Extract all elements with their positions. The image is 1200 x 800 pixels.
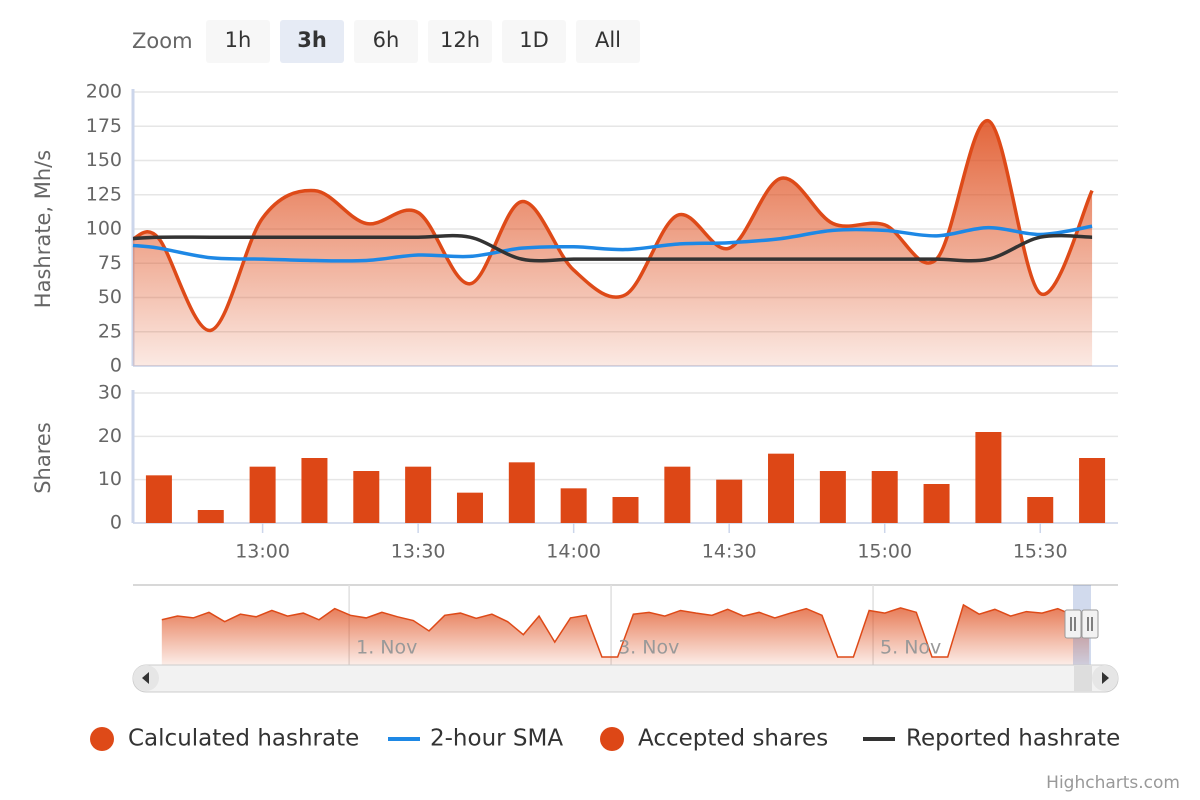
credits[interactable]: Highcharts.com [1046, 773, 1180, 793]
arrow-icon [1102, 672, 1109, 684]
handle-grip [1070, 617, 1076, 631]
navigator-tick-label: 3. Nov [618, 637, 679, 659]
y-tick-label: 100 [86, 218, 122, 240]
y-tick-label: 175 [86, 115, 122, 137]
zoom-button-label[interactable]: 1h [225, 28, 252, 52]
x-tick-label: 13:30 [391, 541, 446, 563]
legend-marker [90, 727, 114, 751]
legend-label[interactable]: 2-hour SMA [430, 726, 563, 752]
line [132, 224, 1093, 263]
zoom-button[interactable] [428, 20, 492, 63]
zoom-label: Zoom [132, 29, 193, 53]
bar [1027, 497, 1054, 523]
zoom-button-label[interactable]: 12h [440, 28, 480, 52]
line [132, 233, 1093, 263]
zoom-button-label[interactable]: All [595, 28, 621, 52]
x-tick-label: 14:30 [702, 541, 757, 563]
bar [923, 484, 950, 523]
y-tick-label: 150 [86, 149, 122, 171]
y-tick-label: 25 [98, 320, 122, 342]
y-tick-label: 0 [110, 512, 122, 534]
y-tick-label: 0 [110, 355, 122, 377]
zoom-button-label[interactable]: 3h [297, 28, 327, 52]
x-tick-label: 13:00 [235, 541, 290, 563]
bar [197, 510, 224, 523]
bar [508, 462, 535, 523]
bar [716, 479, 743, 523]
bar [249, 466, 276, 523]
y-tick-label: 125 [86, 183, 122, 205]
area-fill [133, 120, 1093, 366]
y-tick-label: 75 [98, 252, 122, 274]
x-tick-label: 14:00 [546, 541, 601, 563]
navigator-handle[interactable] [1081, 609, 1099, 639]
bar [612, 497, 639, 523]
y-tick-label: 20 [98, 425, 122, 447]
handle-grip [1087, 617, 1093, 631]
zoom-button[interactable] [206, 20, 270, 63]
zoom-button[interactable] [280, 20, 344, 63]
bar [301, 458, 328, 523]
y-axis-title: Shares [31, 422, 55, 494]
legend-label[interactable]: Accepted shares [638, 726, 828, 752]
y-tick-label: 50 [98, 286, 122, 308]
bar [768, 453, 795, 523]
y-axis-title: Hashrate, Mh/s [31, 150, 55, 308]
scrollbar-track[interactable] [132, 664, 1119, 693]
bar [1079, 458, 1106, 523]
bar [560, 488, 587, 523]
zoom-button[interactable] [354, 20, 418, 63]
y-tick-label: 200 [86, 81, 122, 103]
zoom-button[interactable] [576, 20, 640, 63]
zoom-button[interactable] [502, 20, 566, 63]
legend-label[interactable]: Reported hashrate [906, 726, 1120, 752]
x-tick-label: 15:00 [857, 541, 912, 563]
navigator-controls [132, 664, 1119, 693]
bar [405, 466, 432, 523]
zoom-button-label[interactable]: 1D [519, 28, 549, 52]
area-line [132, 119, 1094, 333]
legend-marker [600, 727, 624, 751]
y-tick-label: 30 [98, 382, 122, 404]
bar [145, 475, 172, 523]
legend-label[interactable]: Calculated hashrate [128, 726, 359, 752]
y-tick-label: 10 [98, 468, 122, 490]
zoom-button-label[interactable]: 6h [373, 28, 400, 52]
bar [664, 466, 691, 523]
navigator-area [161, 604, 1090, 665]
bar [819, 471, 846, 523]
arrow-icon [142, 672, 149, 684]
bar [871, 471, 898, 523]
navigator-tick-label: 5. Nov [880, 637, 941, 659]
navigator-line [161, 603, 1090, 658]
x-tick-label: 15:30 [1013, 541, 1068, 563]
navigator-tick-label: 1. Nov [356, 637, 417, 659]
navigator-handle[interactable] [1064, 609, 1082, 639]
bar [456, 492, 483, 523]
scrollbar-thumb[interactable] [1074, 666, 1092, 691]
bar [353, 471, 380, 523]
bar [975, 432, 1002, 523]
